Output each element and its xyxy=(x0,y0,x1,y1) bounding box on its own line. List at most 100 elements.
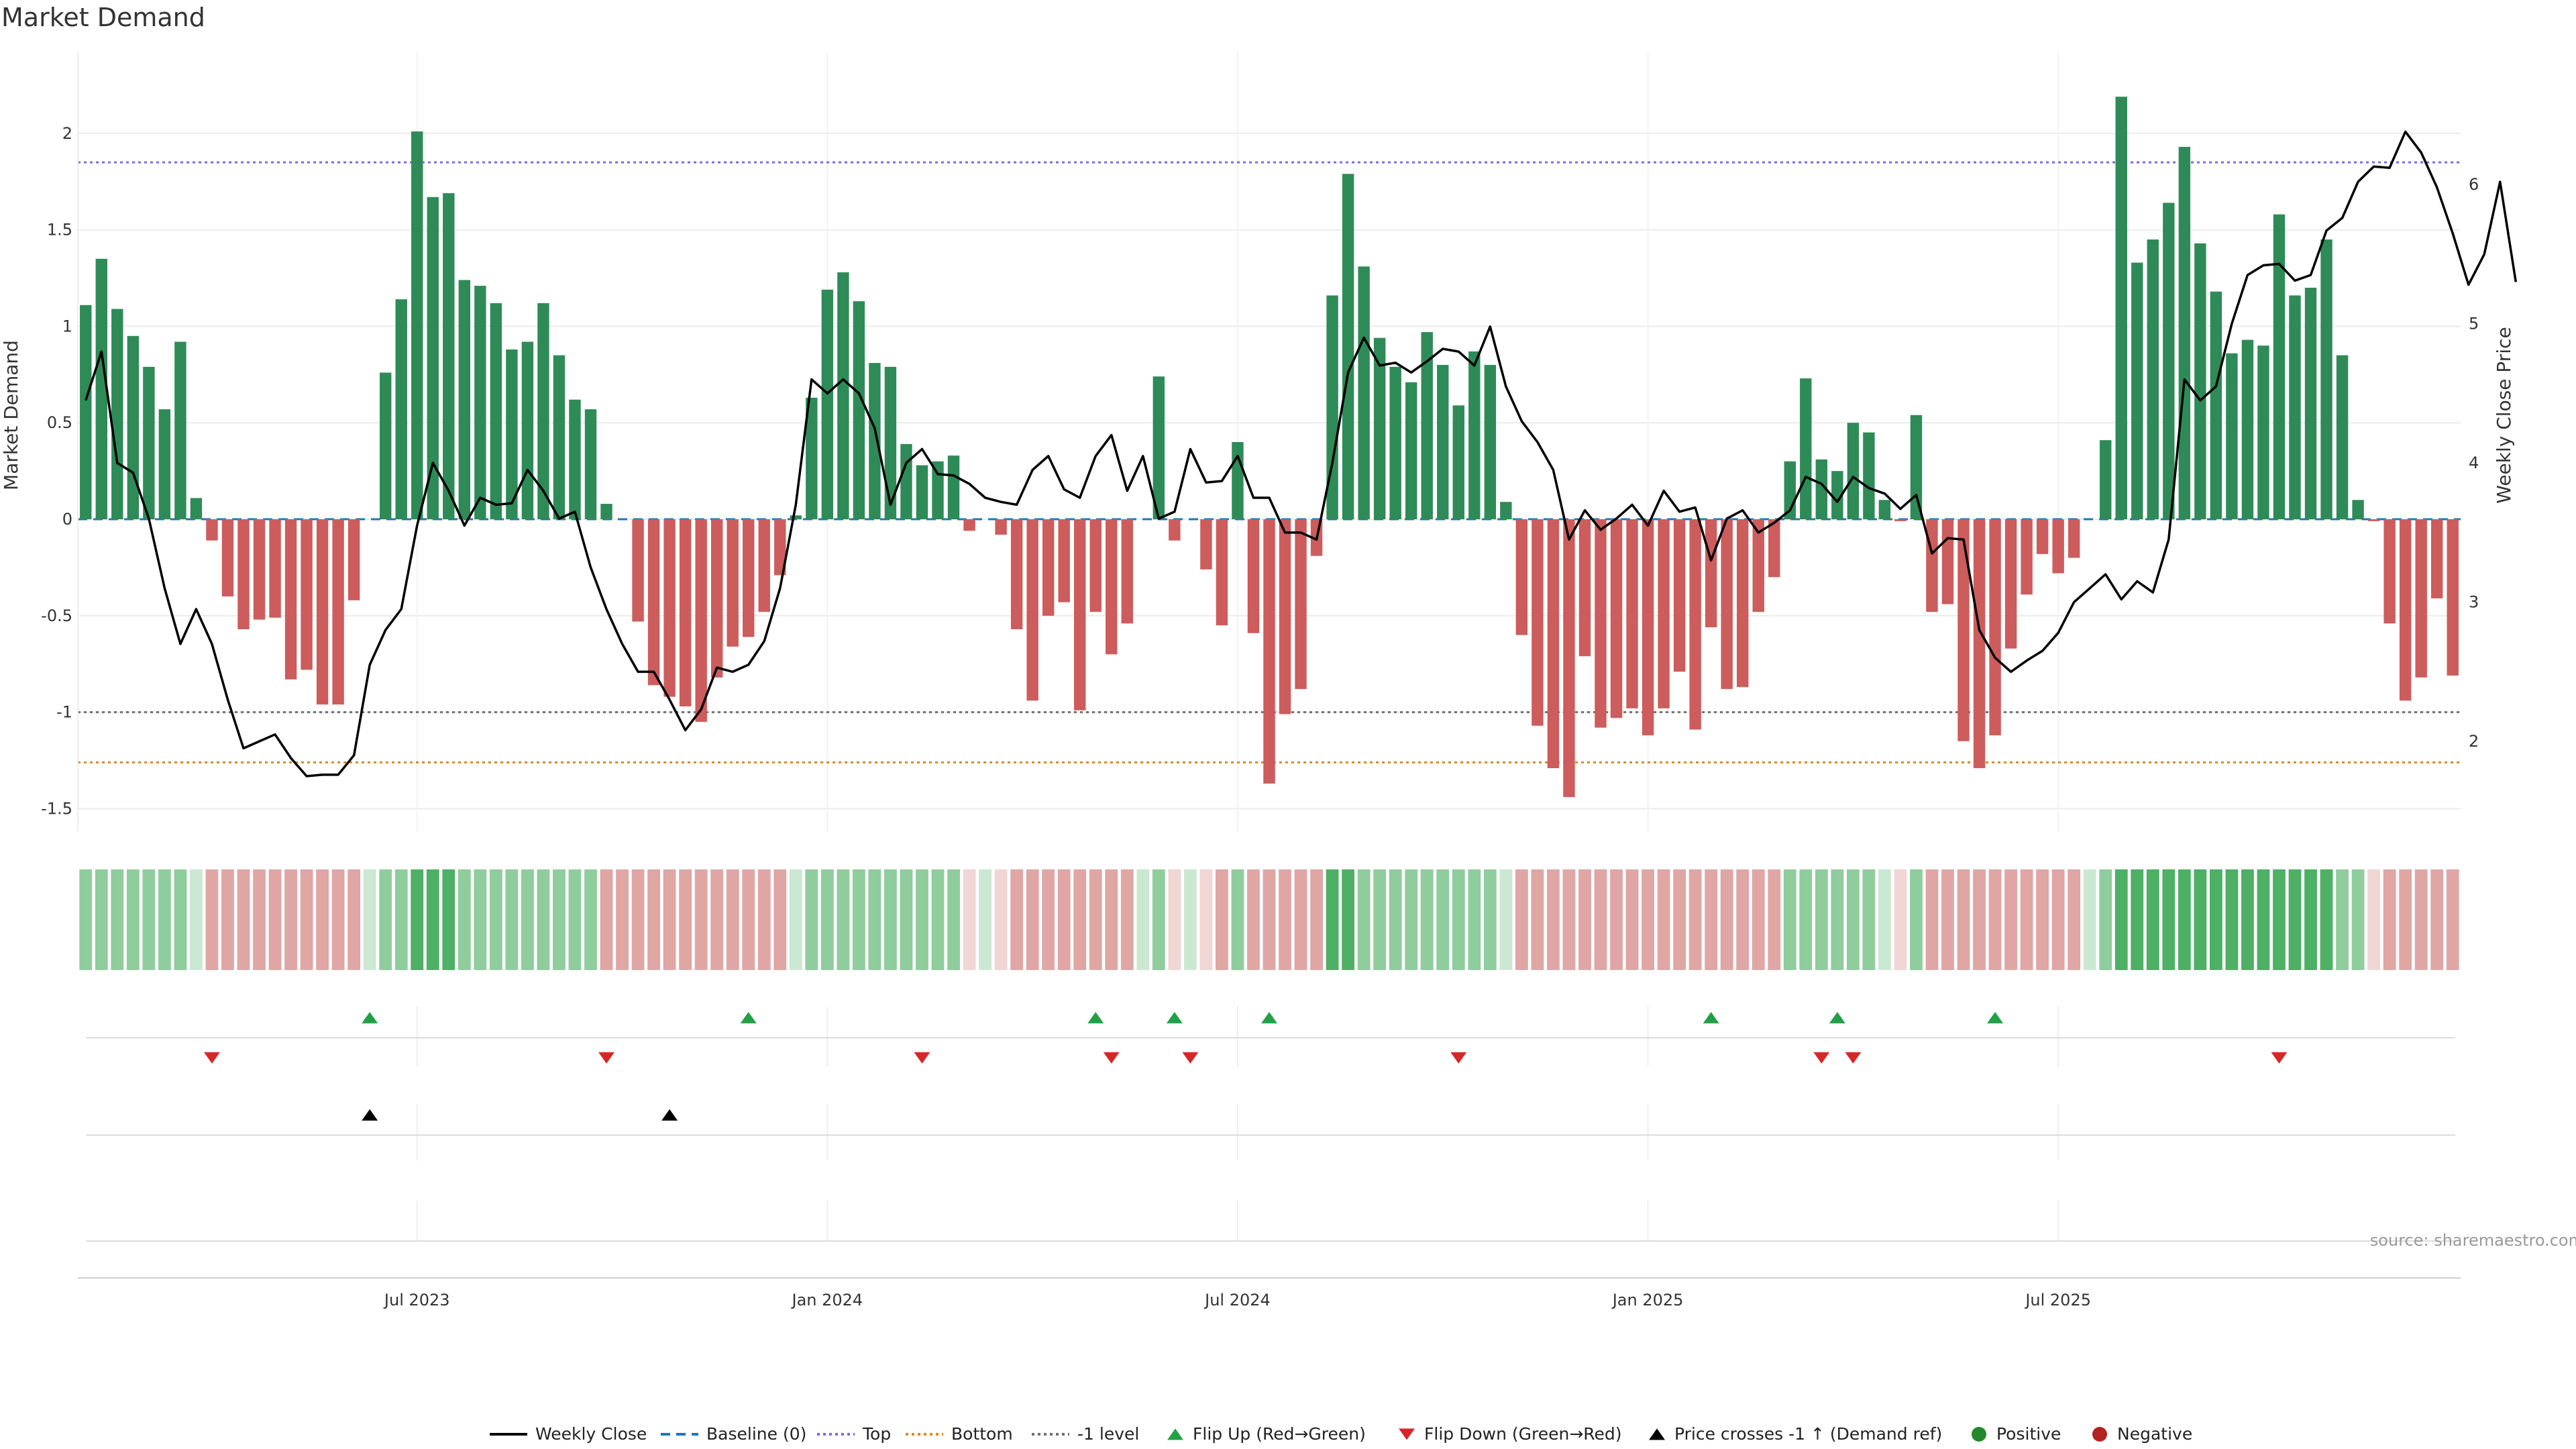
strip-cell xyxy=(1089,869,1102,970)
strip-cell xyxy=(1199,869,1213,970)
demand-bar xyxy=(2021,519,2033,595)
y-right-tick-label: 3 xyxy=(2469,593,2479,612)
strip-cell xyxy=(1042,869,1055,970)
demand-bar xyxy=(2257,345,2269,520)
y-tick-label: 0.5 xyxy=(47,413,72,432)
demand-bar xyxy=(1563,519,1575,798)
demand-bar xyxy=(679,519,692,707)
demand-bar xyxy=(1326,295,1338,520)
strip-cell xyxy=(1642,869,1654,970)
demand-bar xyxy=(2100,440,2112,520)
strip-cell xyxy=(947,869,960,970)
demand-bar xyxy=(1926,519,1938,612)
demand-bar xyxy=(995,519,1007,535)
strip-cell xyxy=(1878,869,1891,970)
strip-cell xyxy=(1120,869,1134,970)
strip-cell xyxy=(710,869,724,970)
flip-down-marker xyxy=(1450,1052,1467,1064)
axes: 2 1.5 1 0.5 0 -0.5 -1 -1.5 6 5 4 3 2 Jul 2023 Jan 2024… xyxy=(0,52,2515,1309)
demand-bar xyxy=(1658,519,1670,708)
demand-bar xyxy=(80,305,92,520)
strip-cell xyxy=(1026,869,1039,970)
demand-bar xyxy=(1279,519,1291,714)
demand-bar xyxy=(869,363,881,520)
demand-bar xyxy=(758,519,770,612)
legend-swatch xyxy=(1649,1428,1665,1440)
strip-cell xyxy=(2351,869,2365,970)
demand-bar xyxy=(1421,332,1433,520)
strip-cell xyxy=(2162,869,2176,970)
strip-cell xyxy=(1688,869,1702,970)
strip-cell xyxy=(537,869,550,970)
strip-cell xyxy=(1216,869,1228,970)
y-tick-label: -1 xyxy=(56,703,72,722)
strip-cell xyxy=(1720,869,1733,970)
strip-cell xyxy=(205,869,219,970)
demand-bar xyxy=(1815,459,1828,520)
demand-bar xyxy=(1152,376,1165,520)
legend-swatch xyxy=(1167,1428,1183,1440)
event-markers: source: sharemaestro.com xyxy=(86,1012,2576,1250)
strip-cell xyxy=(1468,869,1481,970)
y-tick-label: 1.5 xyxy=(47,221,72,239)
demand-bar xyxy=(1515,519,1528,635)
strip-cell xyxy=(505,869,519,970)
strip-cell xyxy=(126,869,140,970)
strip-cell xyxy=(805,869,818,970)
strip-cell xyxy=(679,869,692,970)
demand-bar xyxy=(2163,203,2175,520)
strip-cell xyxy=(1925,869,1939,970)
demand-bar xyxy=(1705,519,1717,628)
strip-cell xyxy=(458,869,471,970)
strip-cell xyxy=(1515,869,1528,970)
strip-cell xyxy=(631,869,645,970)
strip-cell xyxy=(2004,869,2017,970)
demand-bar xyxy=(790,515,802,520)
y-right-axis-label: Weekly Close Price xyxy=(2493,327,2515,503)
demand-bar xyxy=(95,258,107,520)
strip-cell xyxy=(1420,869,1434,970)
strip-cell xyxy=(553,869,566,970)
demand-bar xyxy=(347,519,360,600)
strip-cell xyxy=(237,869,250,970)
demand-bar xyxy=(2415,519,2427,678)
strip-cell xyxy=(2446,869,2459,970)
strip-cell xyxy=(884,869,897,970)
legend-label: Negative xyxy=(2117,1424,2192,1444)
strip-cell xyxy=(1752,869,1765,970)
demand-bar xyxy=(2241,339,2254,520)
flip-up-marker xyxy=(1166,1012,1183,1024)
strip-cell xyxy=(379,869,392,970)
demand-bar xyxy=(1437,364,1449,520)
strip-cell xyxy=(2383,869,2396,970)
x-tick-label: Jan 2024 xyxy=(790,1291,863,1309)
y-tick-label: -1.5 xyxy=(41,799,72,818)
demand-bar xyxy=(1342,174,1354,520)
legend-label: -1 level xyxy=(1077,1424,1139,1444)
demand-bar xyxy=(269,519,281,618)
y-tick-label: 2 xyxy=(62,124,72,143)
demand-bar xyxy=(947,455,960,520)
x-tick-label: Jul 2023 xyxy=(383,1291,450,1309)
demand-bar xyxy=(2115,97,2127,520)
demand-bar xyxy=(1010,519,1023,629)
price-cross-marker xyxy=(661,1109,678,1121)
demand-bar xyxy=(1358,266,1370,520)
strip-cell xyxy=(979,869,991,970)
strip-cell xyxy=(1136,869,1150,970)
flip-down-marker xyxy=(1845,1052,1862,1064)
demand-bar xyxy=(2194,243,2206,520)
strip-cell xyxy=(2414,869,2428,970)
strip-cell xyxy=(2320,869,2333,970)
legend-label: Weekly Close xyxy=(535,1424,647,1444)
strip-cell xyxy=(411,869,424,970)
strip-cell xyxy=(2146,869,2159,970)
demand-bar xyxy=(1247,519,1260,633)
strip-cell xyxy=(284,869,297,970)
strip-cell xyxy=(158,869,171,970)
strip-cell xyxy=(1547,869,1560,970)
demand-bar xyxy=(553,355,566,520)
flip-up-marker xyxy=(1261,1012,1277,1024)
strip-cell xyxy=(2099,869,2112,970)
strip-cell xyxy=(2020,869,2033,970)
